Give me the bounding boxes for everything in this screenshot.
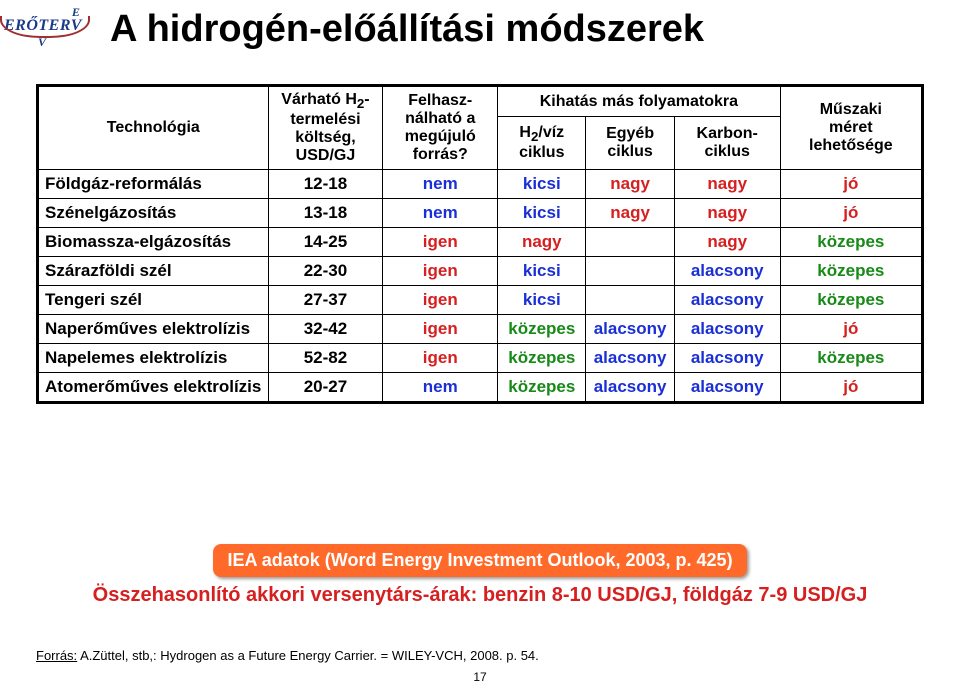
- table-row: Napelemes elektrolízis52-82igenközepesal…: [39, 344, 922, 373]
- table-cell: nem: [383, 170, 498, 199]
- column-header: Műszakiméretlehetősége: [780, 87, 921, 170]
- table-cell: 20-27: [268, 373, 383, 402]
- column-header: Felhasz-nálható amegújulóforrás?: [383, 87, 498, 170]
- table-cell: nagy: [674, 170, 780, 199]
- table-cell: kicsi: [498, 199, 586, 228]
- source-badge: IEA adatok (Word Energy Investment Outlo…: [213, 544, 746, 577]
- table-cell: Szénelgázosítás: [39, 199, 269, 228]
- table-cell: közepes: [498, 373, 586, 402]
- table-row: Tengeri szél27-37igenkicsi alacsonyközepe…: [39, 286, 922, 315]
- column-header: Technológia: [39, 87, 269, 170]
- table-cell: nagy: [498, 228, 586, 257]
- column-header: Egyébciklus: [586, 117, 674, 170]
- table-cell: [586, 257, 674, 286]
- table-cell: közepes: [498, 344, 586, 373]
- table-cell: alacsony: [586, 315, 674, 344]
- table-cell: jó: [780, 170, 921, 199]
- page-number: 17: [0, 670, 960, 684]
- table-cell: Tengeri szél: [39, 286, 269, 315]
- table-row: Biomassza-elgázosítás14-25igennagynagykö…: [39, 228, 922, 257]
- table-cell: alacsony: [674, 286, 780, 315]
- column-header: Kihatás más folyamatokra: [498, 87, 781, 117]
- table-cell: jó: [780, 315, 921, 344]
- table-cell: nagy: [674, 199, 780, 228]
- table-cell: alacsony: [674, 344, 780, 373]
- table-cell: Szárazföldi szél: [39, 257, 269, 286]
- table-row: Földgáz-reformálás12-18nemkicsinagynagyj…: [39, 170, 922, 199]
- table-cell: Naperőműves elektrolízis: [39, 315, 269, 344]
- table-cell: [586, 286, 674, 315]
- source-text: A.Züttel, stb,: Hydrogen as a Future Ene…: [77, 648, 539, 663]
- table-cell: kicsi: [498, 257, 586, 286]
- table-cell: 13-18: [268, 199, 383, 228]
- table-cell: Napelemes elektrolízis: [39, 344, 269, 373]
- table-cell: 22-30: [268, 257, 383, 286]
- table-cell: alacsony: [674, 373, 780, 402]
- table-cell: alacsony: [674, 257, 780, 286]
- table-cell: alacsony: [586, 373, 674, 402]
- table-cell: alacsony: [674, 315, 780, 344]
- table-cell: kicsi: [498, 170, 586, 199]
- table-cell: közepes: [780, 228, 921, 257]
- table-cell: igen: [383, 315, 498, 344]
- column-header: Karbon-ciklus: [674, 117, 780, 170]
- table-cell: közepes: [780, 257, 921, 286]
- badge-wrap: IEA adatok (Word Energy Investment Outlo…: [0, 544, 960, 577]
- table-row: Szénelgázosítás13-18nemkicsinagynagyjó: [39, 199, 922, 228]
- table-cell: kicsi: [498, 286, 586, 315]
- table-cell: nem: [383, 199, 498, 228]
- column-header: Várható H2-termelésiköltség,USD/GJ: [268, 87, 383, 170]
- table-cell: 52-82: [268, 344, 383, 373]
- table-row: Naperőműves elektrolízis32-42igenközepes…: [39, 315, 922, 344]
- table-cell: Atomerőműves elektrolízis: [39, 373, 269, 402]
- table-cell: közepes: [498, 315, 586, 344]
- table-cell: alacsony: [586, 344, 674, 373]
- table-cell: igen: [383, 257, 498, 286]
- table-cell: közepes: [780, 286, 921, 315]
- source-citation: Forrás: A.Züttel, stb,: Hydrogen as a Fu…: [36, 648, 539, 663]
- table-cell: igen: [383, 228, 498, 257]
- table-cell: Földgáz-reformálás: [39, 170, 269, 199]
- table-cell: 14-25: [268, 228, 383, 257]
- table-cell: nagy: [674, 228, 780, 257]
- table-cell: nagy: [586, 199, 674, 228]
- table-cell: 32-42: [268, 315, 383, 344]
- table-row: Atomerőműves elektrolízis20-27nemközepes…: [39, 373, 922, 402]
- table-cell: 27-37: [268, 286, 383, 315]
- compare-text: Összehasonlító akkori versenytárs-árak: …: [0, 584, 960, 607]
- table-cell: nagy: [586, 170, 674, 199]
- table-cell: jó: [780, 373, 921, 402]
- table-cell: 12-18: [268, 170, 383, 199]
- page-title: A hidrogén-előállítási módszerek: [110, 8, 940, 51]
- table-cell: jó: [780, 199, 921, 228]
- logo-v: V: [38, 36, 46, 48]
- table-cell: [586, 228, 674, 257]
- table-cell: igen: [383, 286, 498, 315]
- source-label: Forrás:: [36, 648, 77, 663]
- logo: E ERŐTERV V: [4, 6, 82, 34]
- methods-table: TechnológiaVárható H2-termelésiköltség,U…: [36, 84, 924, 404]
- table-cell: Biomassza-elgázosítás: [39, 228, 269, 257]
- table-cell: igen: [383, 344, 498, 373]
- table-cell: közepes: [780, 344, 921, 373]
- table-row: Szárazföldi szél22-30igenkicsi alacsonykö…: [39, 257, 922, 286]
- column-header: H2/vízciklus: [498, 117, 586, 170]
- table-cell: nem: [383, 373, 498, 402]
